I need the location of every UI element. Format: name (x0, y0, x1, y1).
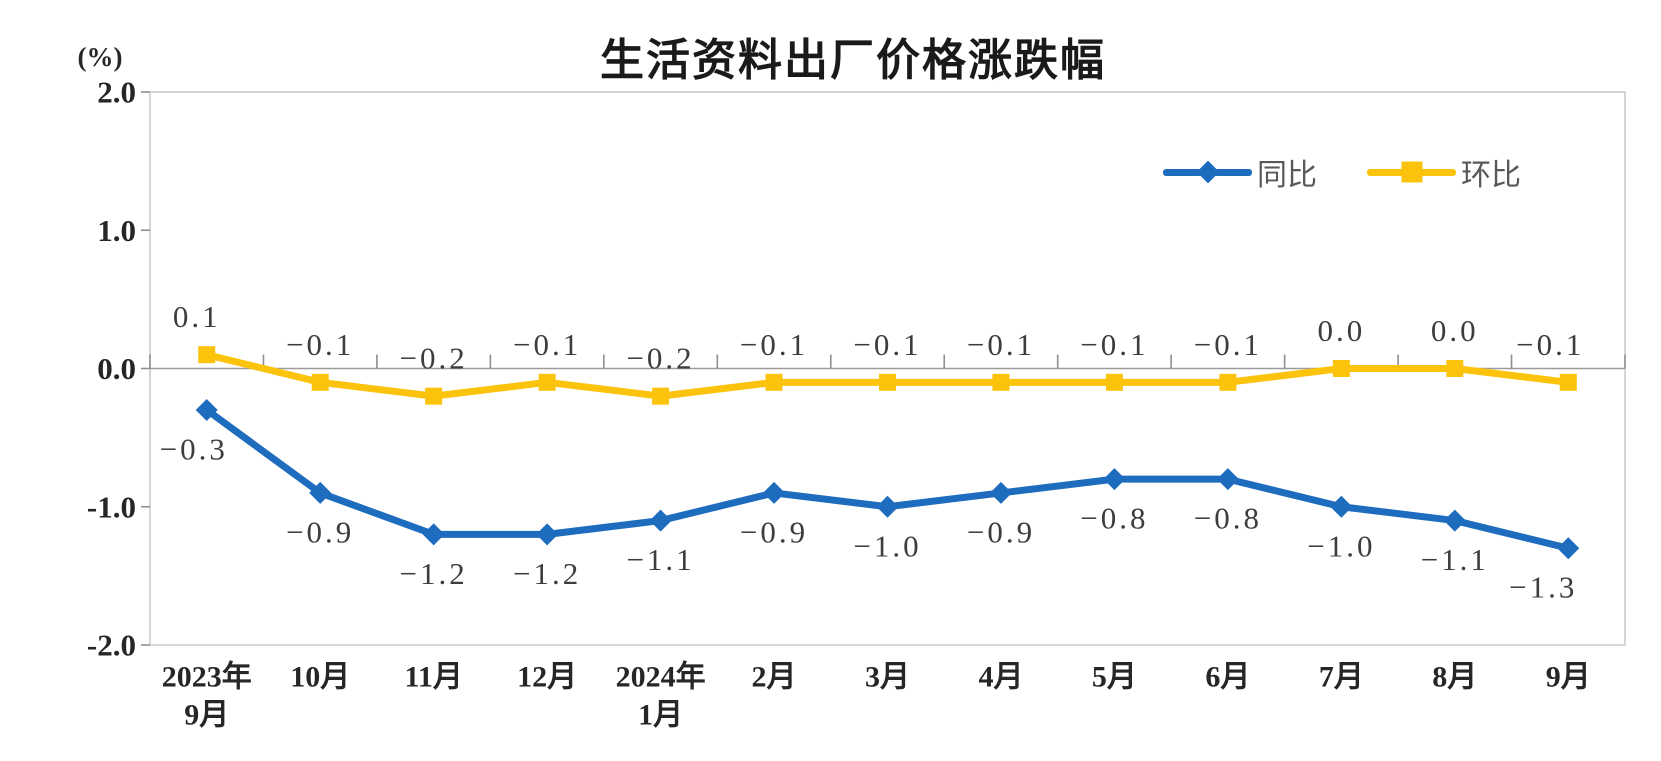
x-axis-label: 2月 (752, 661, 797, 694)
square-marker (1446, 360, 1464, 377)
legend-label-yoy: 同比 (1257, 159, 1317, 192)
legend-item-mom: 环比 (1367, 150, 1521, 194)
y-axis-label: -2.0 (87, 628, 136, 663)
data-label: −1.3 (1509, 570, 1577, 605)
data-label: 0.0 (1431, 313, 1479, 348)
data-label: −0.2 (400, 341, 468, 376)
data-label: −1.2 (513, 556, 581, 591)
data-label: −0.9 (740, 514, 808, 549)
chart-legend: 同比 环比 (1163, 150, 1521, 194)
square-marker (198, 346, 216, 364)
x-axis-label: 9月 (1546, 661, 1591, 694)
data-label: −0.1 (740, 327, 808, 362)
diamond-marker (1443, 509, 1466, 532)
legend-line-yoy (1163, 160, 1252, 184)
data-label: −1.2 (400, 556, 468, 591)
diamond-marker (649, 509, 672, 532)
data-label: 0.1 (173, 299, 221, 334)
x-axis-label: 3月 (865, 661, 910, 694)
x-axis-label: 4月 (978, 661, 1023, 694)
diamond-marker-icon (1196, 160, 1219, 184)
x-axis-label: 5月 (1092, 661, 1137, 694)
diamond-marker (763, 481, 786, 504)
data-label: −0.1 (1194, 327, 1262, 362)
square-marker (1559, 373, 1577, 391)
data-label: −0.1 (853, 327, 921, 362)
legend-label-mom: 环比 (1461, 159, 1521, 192)
square-marker (311, 373, 329, 391)
legend-line-mom (1367, 161, 1456, 183)
x-axis-label: 7月 (1319, 661, 1364, 694)
square-marker (1105, 373, 1123, 391)
data-label: −1.1 (626, 542, 694, 577)
diamond-marker (1557, 537, 1580, 560)
x-axis-label: 8月 (1432, 661, 1477, 694)
x-axis-label: 1月 (638, 699, 683, 732)
diamond-marker (536, 523, 559, 546)
x-axis-label: 9月 (184, 699, 229, 732)
data-label: −0.2 (626, 341, 694, 376)
square-marker-icon (1401, 161, 1422, 183)
chart-title: 生活资料出厂价格涨跌幅 (600, 36, 1106, 85)
data-label: −0.9 (967, 514, 1035, 549)
diamond-marker (422, 523, 445, 546)
data-label: −0.8 (1194, 501, 1262, 536)
square-marker (1219, 373, 1237, 391)
y-axis-label: 1.0 (97, 213, 136, 248)
data-label: 0.0 (1317, 313, 1365, 348)
diamond-marker (1103, 468, 1126, 491)
square-marker (765, 373, 783, 391)
square-marker (879, 373, 896, 391)
data-label: −0.3 (160, 431, 228, 466)
square-marker (992, 373, 1010, 391)
x-axis-label: 12月 (517, 661, 577, 694)
data-label: −1.0 (1307, 528, 1375, 563)
x-axis-label: 10月 (290, 661, 350, 694)
y-axis-unit: (%) (78, 42, 123, 72)
data-label: −0.9 (286, 514, 354, 549)
diamond-marker (1216, 468, 1239, 491)
square-marker (1332, 360, 1350, 377)
diamond-marker (1330, 495, 1353, 518)
x-axis-label: 11月 (404, 661, 462, 694)
diamond-marker (989, 481, 1012, 504)
data-label: −0.1 (1516, 327, 1584, 362)
y-axis-label: 0.0 (97, 351, 136, 386)
data-label: −0.1 (513, 327, 581, 362)
x-axis-label: 6月 (1205, 661, 1250, 694)
data-label: −1.1 (1421, 542, 1489, 577)
square-marker (652, 387, 670, 405)
x-axis-label: 2023年 (162, 661, 252, 694)
square-marker (425, 387, 443, 405)
diamond-marker (309, 481, 332, 504)
x-axis-label: 2024年 (616, 661, 706, 694)
data-label: −0.8 (1080, 501, 1148, 536)
legend-item-yoy: 同比 (1163, 150, 1317, 194)
square-marker (538, 373, 556, 391)
diamond-marker (876, 495, 899, 518)
y-axis-label: 2.0 (97, 75, 136, 110)
y-axis-label: -1.0 (87, 489, 136, 524)
data-label: −1.0 (853, 528, 921, 563)
data-label: −0.1 (1080, 327, 1148, 362)
data-label: −0.1 (967, 327, 1035, 362)
diamond-marker (195, 398, 218, 421)
data-label: −0.1 (286, 327, 354, 362)
